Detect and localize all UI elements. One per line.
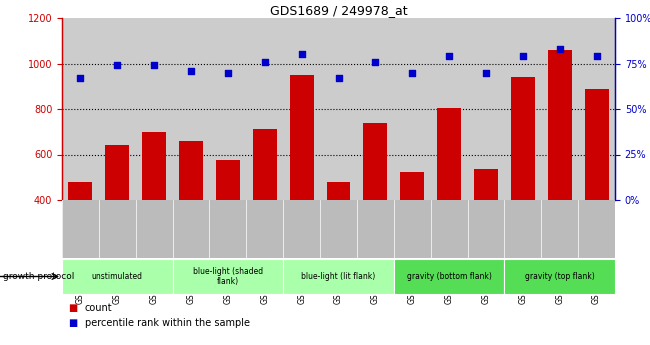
Bar: [474, 169, 498, 291]
Bar: [504, 259, 615, 294]
Point: [481, 70, 491, 75]
Bar: [216, 160, 240, 291]
Bar: [142, 132, 166, 291]
Point: [296, 52, 307, 57]
Point: [592, 53, 602, 59]
Point: [259, 59, 270, 65]
Text: blue-light (shaded
flank): blue-light (shaded flank): [193, 267, 263, 286]
Point: [333, 75, 344, 81]
Text: percentile rank within the sample: percentile rank within the sample: [84, 318, 250, 328]
Point: [370, 59, 380, 65]
Point: [149, 62, 159, 68]
Bar: [62, 259, 173, 294]
Bar: [437, 108, 461, 291]
Bar: [326, 182, 350, 291]
Point: [186, 68, 196, 73]
Point: [75, 75, 86, 81]
Text: count: count: [84, 303, 112, 313]
Text: ■: ■: [68, 318, 78, 328]
Point: [112, 62, 122, 68]
Text: blue-light (lit flank): blue-light (lit flank): [302, 272, 376, 281]
Point: [407, 70, 417, 75]
Bar: [394, 259, 504, 294]
Text: unstimulated: unstimulated: [92, 272, 143, 281]
Point: [223, 70, 233, 75]
Bar: [511, 77, 535, 291]
Text: gravity (bottom flank): gravity (bottom flank): [407, 272, 491, 281]
Bar: [179, 141, 203, 291]
Bar: [584, 89, 608, 291]
Title: GDS1689 / 249978_at: GDS1689 / 249978_at: [270, 4, 408, 17]
Point: [444, 53, 454, 59]
Text: ■: ■: [68, 303, 78, 313]
Bar: [283, 259, 394, 294]
Bar: [400, 171, 424, 291]
Bar: [548, 50, 572, 291]
Bar: [173, 259, 283, 294]
Bar: [105, 145, 129, 291]
Text: gravity (top flank): gravity (top flank): [525, 272, 595, 281]
Text: growth protocol: growth protocol: [3, 272, 75, 281]
Bar: [68, 182, 92, 291]
Bar: [253, 129, 277, 291]
Point: [517, 53, 528, 59]
Point: [554, 46, 565, 52]
Bar: [290, 75, 313, 291]
Bar: [363, 123, 387, 291]
